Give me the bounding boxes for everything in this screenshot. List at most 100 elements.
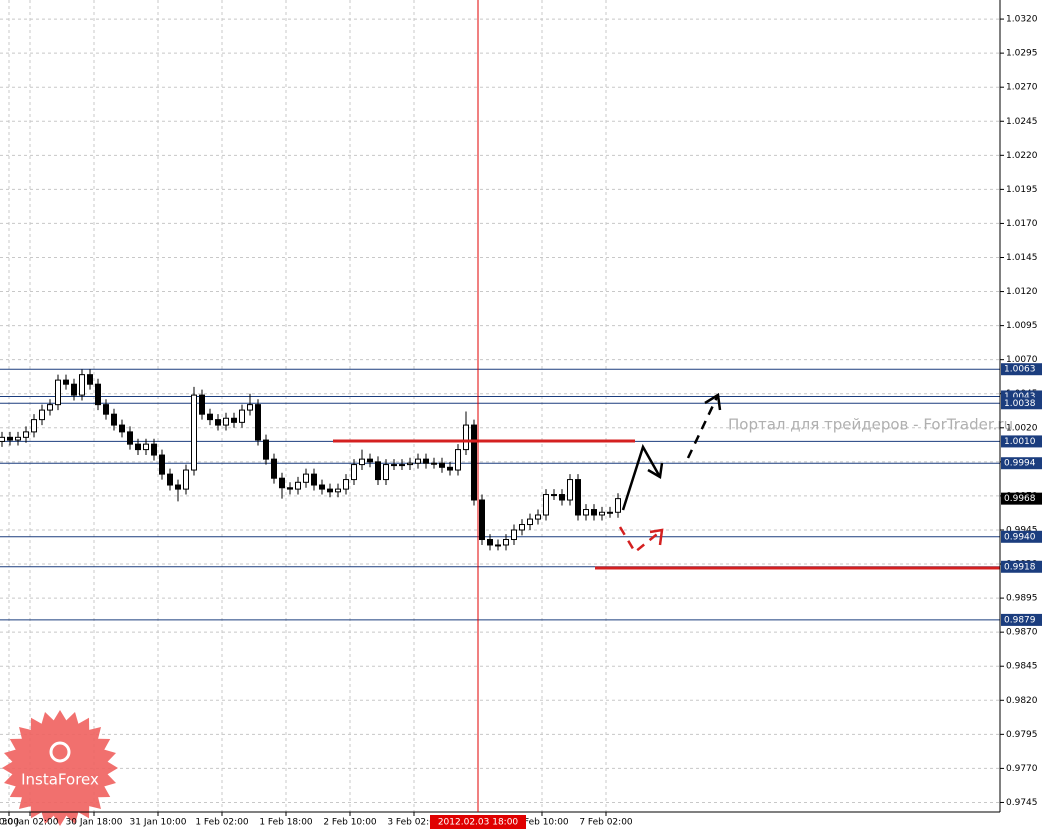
candle-body	[271, 458, 277, 479]
candle-body	[215, 419, 221, 426]
candle-body	[583, 509, 589, 516]
candle-body	[527, 518, 533, 526]
level-label-box	[1001, 397, 1042, 410]
candle-body	[159, 454, 165, 475]
candle-body	[23, 431, 29, 438]
watermark: Портал для трейдеров - ForTrader.ru	[728, 416, 1013, 434]
candle-body	[111, 413, 117, 426]
drawings	[333, 392, 1000, 570]
candle-body	[391, 464, 397, 467]
candle-body	[263, 439, 269, 460]
candle-body	[599, 511, 605, 516]
forecast-arrow	[621, 443, 662, 511]
candles	[0, 369, 621, 551]
arrow-head	[704, 392, 722, 411]
arrow-head	[649, 528, 664, 546]
candle-body	[39, 409, 45, 421]
candle-body	[311, 473, 317, 486]
last-price-box	[1001, 492, 1042, 505]
candle-body	[567, 479, 573, 501]
candle-body	[407, 462, 413, 466]
y-tick-label: 0.9795	[1006, 730, 1038, 740]
y-tick-label: 0.9945	[1006, 525, 1038, 535]
level-label: 0.9994	[1004, 459, 1036, 469]
candle-body	[87, 374, 93, 385]
logo-badge	[2, 710, 118, 826]
x-tick-label: 30 Jan 02:00	[2, 818, 59, 828]
candle-body	[375, 461, 381, 481]
y-tick-label: 1.0220	[1006, 151, 1038, 161]
candle-body	[591, 509, 597, 516]
arrow-head	[647, 462, 664, 480]
candle-body	[231, 417, 237, 423]
y-tick-label: 1.0195	[1006, 185, 1038, 195]
x-tick-label: 6 Feb 10:00	[515, 818, 569, 828]
candle-body	[367, 458, 373, 463]
candle-body	[135, 443, 141, 451]
candle-body	[31, 419, 37, 433]
level-label-box	[1001, 530, 1042, 543]
candle-body	[351, 464, 357, 481]
grid	[0, 0, 1000, 812]
level-label: 0.9879	[1004, 615, 1036, 625]
y-tick-label: 1.0120	[1006, 287, 1038, 297]
y-tick-label: 0.9870	[1006, 628, 1038, 638]
y-tick-label: 1.0020	[1006, 423, 1038, 433]
candle-body	[359, 458, 365, 466]
y-tick-label: 1.0070	[1006, 355, 1038, 365]
levels	[0, 368, 1000, 621]
y-tick-label: 1.0170	[1006, 219, 1038, 229]
y-tick-label: 1.0295	[1006, 49, 1038, 59]
x-tick-label: 2 Feb 10:00	[323, 818, 377, 828]
level-label-box	[1001, 435, 1042, 448]
y-tick-label: 0.9745	[1006, 798, 1038, 808]
y-tick-label: 0.9845	[1006, 662, 1038, 672]
level-label: 0.9940	[1004, 532, 1036, 542]
candle-body	[479, 499, 485, 541]
candle-body	[151, 443, 157, 456]
candle-body	[383, 464, 389, 481]
candle-body	[423, 458, 429, 464]
candle-body	[471, 424, 477, 501]
alt-forecast-arrow	[618, 526, 663, 554]
x-tick-label: 31 Jan 10:00	[130, 818, 187, 828]
candle-body	[303, 473, 309, 483]
candle-body	[255, 404, 261, 441]
candle-body	[463, 424, 469, 451]
level-label: 1.0038	[1004, 399, 1036, 409]
candle-body	[439, 462, 445, 468]
candle-body	[287, 487, 293, 490]
candle-body	[191, 394, 197, 471]
candle-body	[335, 488, 341, 493]
candle-body	[455, 449, 461, 471]
logo: InstaForex	[2, 710, 118, 826]
candle-body	[167, 473, 173, 486]
candle-body	[615, 498, 621, 513]
candle-body	[47, 404, 53, 411]
candle-body	[207, 413, 213, 421]
candle-body	[447, 466, 453, 471]
candle-body	[535, 514, 541, 520]
candle-body	[55, 379, 61, 406]
candle-body	[503, 539, 509, 546]
y-tick-label: 0.9770	[1006, 764, 1038, 774]
x-tick-label: 7 Feb 02:00	[579, 818, 633, 828]
candle-body	[551, 494, 557, 497]
level-label: 0.9918	[1004, 562, 1036, 572]
candle-body	[247, 404, 253, 411]
logo-text: InstaForex	[21, 771, 99, 789]
candle-body	[559, 494, 565, 501]
candle-body	[431, 462, 437, 465]
level-label-box	[1001, 457, 1042, 470]
y-tick-label: 0.9820	[1006, 696, 1038, 706]
candle-body	[543, 494, 549, 516]
level-label: 1.0043	[1004, 392, 1036, 402]
candle-body	[95, 383, 101, 406]
y-tick-label: 1.0270	[1006, 83, 1038, 93]
x-tick-label: 0:00	[0, 818, 19, 828]
x-tick-label: 3 Feb 02:00	[387, 818, 441, 828]
crosshair-label-box	[430, 815, 526, 829]
